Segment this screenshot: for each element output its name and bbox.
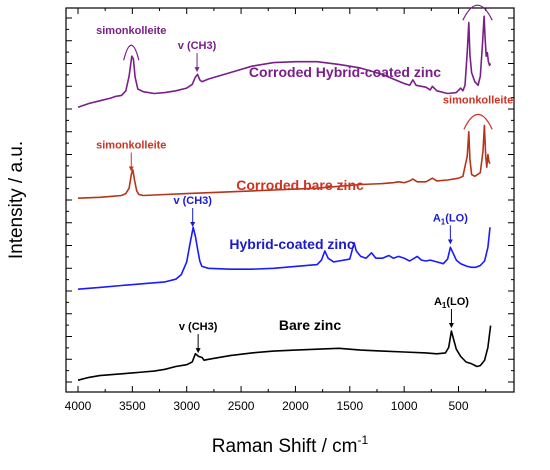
series-label-bare-zinc: Bare zinc [279,317,341,333]
x-tick-label: 1000 [391,399,418,413]
x-tick-label: 3000 [173,399,200,413]
annotation-label: simonkolleite [443,94,513,106]
annotation-bracket [463,113,493,130]
annotation-label: A1(LO) [434,296,469,310]
series-label-hybrid-coated-zinc: Hybrid-coated zinc [229,236,354,252]
annotation-text: v (CH3) [178,40,217,52]
x-axis-title-superscript: -1 [358,433,369,447]
series-layer [77,15,492,381]
annotation-text: simonkolleite [96,140,166,152]
x-tick-label: 4000 [65,399,92,413]
annotation-subscript: 1 [442,301,447,310]
y-axis-title: Intensity / a.u. [6,141,27,259]
annotation-subscript: 1 [441,217,446,226]
annotation-text: A [434,296,442,308]
series-line-corroded-bare-zinc [77,124,491,199]
x-tick-label: 3500 [119,399,146,413]
annotation-bracket [123,44,140,61]
series-line-hybrid-coated-zinc [77,226,491,290]
series-label-corroded-hybrid-coated-zinc: Corroded Hybrid-coated zinc [249,64,441,80]
series-labels: Bare zinc Hybrid-coated zinc Corroded bare… [229,64,441,333]
x-axis-title: Raman Shift / cm-1 [212,433,369,457]
annotation-text: v (CH3) [173,195,212,207]
annotation-label: v (CH3) [178,40,217,52]
y-axis-ticks [66,17,514,383]
annotation-label: A1(LO) [433,212,468,226]
annotation-suffix: (LO) [445,212,468,224]
annotations: simonkolleite v (CH3) simonkolleite simonko… [96,4,513,354]
series-line-corroded-hybrid-coated-zinc [77,15,492,108]
annotation-text: A [433,212,441,224]
series-line-bare-zinc [77,325,492,381]
annotation-label: v (CH3) [179,321,218,333]
annotation-text: v (CH3) [179,321,218,333]
annotation-label: v (CH3) [173,195,212,207]
x-tick-label: 2500 [228,399,255,413]
x-tick-label: 500 [448,399,468,413]
annotation-label: simonkolleite [96,25,166,37]
annotation-suffix: (LO) [446,296,469,308]
x-axis-ticks: 4000 3500 3000 2500 2000 1500 1000 500 [65,8,487,413]
series-label-corroded-bare-zinc: Corroded bare zinc [236,177,364,193]
x-tick-label: 2000 [282,399,309,413]
x-tick-label: 1500 [336,399,363,413]
annotation-label: simonkolleite [96,140,166,152]
annotation-bracket [462,4,493,21]
